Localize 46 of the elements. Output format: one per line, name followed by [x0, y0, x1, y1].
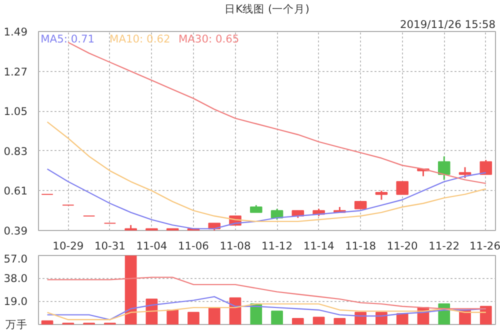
bar [166, 309, 179, 324]
bar [480, 306, 492, 324]
text: MA5: 0.71 [40, 32, 95, 46]
chart-subtitle: 2019/11/26 15:58 [400, 18, 496, 31]
y-tick-label: 0.61 [4, 184, 28, 198]
bar [396, 313, 408, 324]
line-series [68, 42, 486, 184]
x-tick-label: 11-04 [136, 240, 168, 252]
x-tick-label: 11-08 [220, 240, 251, 252]
x-tick-label: 10-29 [52, 240, 84, 252]
x-tick-label: 11-06 [178, 240, 210, 252]
x-tick-label: 11-22 [428, 240, 460, 252]
x-tick-label: 11-12 [262, 240, 293, 252]
bar [376, 312, 388, 324]
bar [334, 318, 346, 324]
bar [208, 307, 220, 324]
x-tick-label: 10-31 [94, 240, 126, 252]
x-tick-label: 11-14 [303, 240, 334, 252]
x-tick-label: 11-26 [470, 240, 500, 252]
bar [124, 256, 137, 324]
y-tick-label: 万手 [6, 318, 28, 331]
text: MA30: 0.65 [178, 32, 240, 46]
bar [41, 320, 54, 324]
y-tick-label: 38.0 [4, 272, 28, 285]
candlestick [354, 201, 367, 210]
bar [188, 312, 200, 324]
y-tick-label: 0.83 [4, 144, 28, 158]
y-tick-label: 1.05 [4, 105, 28, 118]
y-tick-label: 0.39 [4, 224, 28, 238]
x-tick-label: 11-18 [345, 240, 376, 252]
candlestick [375, 190, 388, 200]
x-tick-label: 11-20 [386, 240, 418, 252]
bar [312, 316, 325, 324]
y-tick-label: 1.49 [4, 26, 28, 38]
candlestick [250, 205, 262, 213]
bar [271, 310, 283, 324]
text: MA10: 0.62 [110, 32, 170, 46]
y-tick-label: 19.0 [4, 295, 28, 308]
bar [354, 312, 367, 324]
chart-title: 日K线图 (一个月) [224, 2, 310, 16]
bar [292, 318, 304, 324]
y-tick-label: 57.0 [4, 252, 28, 266]
line-series [46, 168, 486, 230]
candlestick [396, 181, 408, 195]
y-tick-label: 1.27 [4, 65, 28, 78]
candlestick [124, 225, 137, 230]
